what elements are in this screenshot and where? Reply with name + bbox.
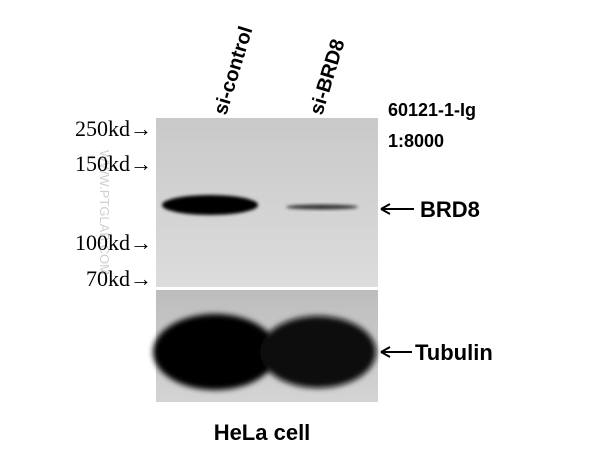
band <box>260 316 376 388</box>
watermark: WWW.PTGLAB.COM <box>97 150 112 275</box>
marker-label: 250kd→ <box>75 116 152 141</box>
sample-label: HeLa cell <box>214 420 311 445</box>
marker-label: 100kd→ <box>75 230 152 255</box>
band <box>153 314 277 390</box>
antibody-catalog: 60121-1-Ig <box>388 100 476 120</box>
lane-label: si-control <box>210 24 258 118</box>
band <box>162 195 258 215</box>
arrow <box>380 203 414 215</box>
lane-label: si-BRD8 <box>306 37 350 118</box>
band-label: Tubulin <box>415 340 493 365</box>
marker-label: 70kd→ <box>86 266 152 291</box>
marker-label: 150kd→ <box>75 151 152 176</box>
arrow <box>380 346 412 358</box>
band-label: BRD8 <box>420 197 480 222</box>
antibody-dilution: 1:8000 <box>388 131 444 151</box>
band <box>286 204 358 210</box>
